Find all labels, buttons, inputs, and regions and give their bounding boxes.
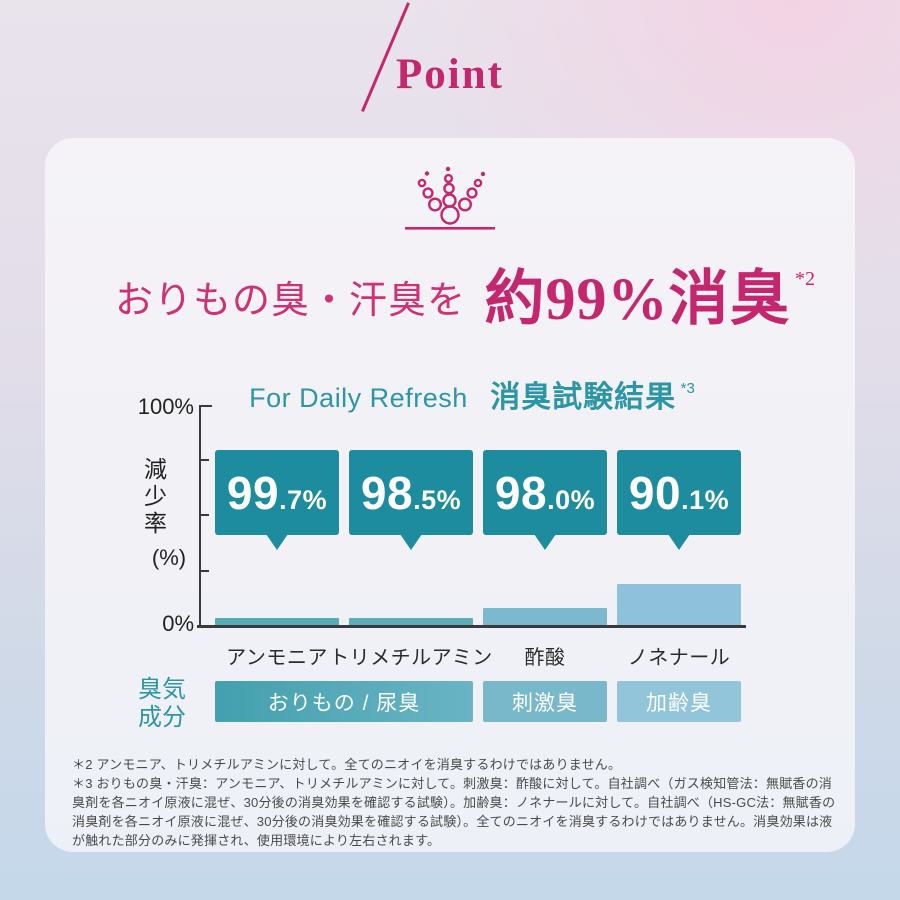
bar-trimethylamine — [349, 618, 473, 625]
footnote-3: ＊3 おりもの臭・汗臭：アンモニア、トリメチルアミンに対して。刺激臭：酢酸に対し… — [72, 776, 836, 849]
y-axis-title-text: 減少率 — [140, 457, 167, 538]
callout-tail — [400, 534, 422, 550]
odor-group-discharge-urine: おりもの / 尿臭 — [215, 681, 473, 722]
y-axis-title-unit: (%) — [151, 545, 187, 570]
odor-group-label: 刺激臭 — [512, 691, 578, 715]
callout-tail — [534, 534, 556, 550]
x-label-ammonia: アンモニア — [226, 647, 328, 669]
callout-value-frac: .7% — [279, 484, 328, 515]
odor-components-label: 臭気 成分 — [120, 676, 204, 733]
y-axis-title: 減少率 (%) — [138, 457, 200, 572]
odor-group-label: おりもの / 尿臭 — [267, 691, 421, 715]
callout-value-int: 90 — [628, 466, 682, 519]
bar-ammonia — [215, 618, 339, 625]
headline-prefix: おりもの臭・汗臭を — [115, 280, 467, 322]
callout-acetic-acid: 98.0% — [483, 450, 607, 535]
callout-value-int: 98 — [360, 466, 414, 519]
callout-tail — [266, 534, 288, 550]
chart-title: For Daily Refresh 消臭試験結果 *3 — [67, 372, 877, 416]
callout-value-int: 99 — [226, 466, 280, 519]
headline: おりもの臭・汗臭を 約99%消臭 *2 — [60, 250, 870, 337]
y-tick-50 — [199, 514, 209, 516]
y-tick-75 — [199, 459, 209, 461]
footnotes: ＊2 アンモニア、トリメチルアミンに対して。全てのニオイを消臭するわけではありま… — [72, 755, 844, 851]
callout-nonenal: 90.1% — [617, 450, 741, 535]
callout-value: 98.0% — [495, 466, 595, 520]
bar-acetic-acid — [483, 608, 607, 625]
headline-highlight: 約99%消臭 — [484, 266, 791, 332]
y-tick-25 — [199, 570, 209, 572]
y-axis-min-label: 0% — [162, 611, 194, 636]
footnote-2: ＊2 アンモニア、トリメチルアミンに対して。全てのニオイを消臭するわけではありま… — [72, 757, 622, 772]
callout-value: 90.1% — [629, 466, 729, 520]
bar-nonenal — [617, 584, 741, 625]
splash-bubbles-icon — [405, 166, 495, 230]
y-axis-max-label: 100% — [137, 394, 194, 419]
callout-value-frac: .5% — [413, 484, 462, 515]
callout-value-frac: .1% — [681, 484, 730, 515]
callout-tail — [668, 534, 690, 550]
callout-value: 99.7% — [227, 466, 327, 520]
y-axis-line — [199, 405, 201, 627]
x-label-nonenal: ノネナール — [627, 647, 731, 669]
callout-value-frac: .0% — [547, 484, 596, 515]
callout-ammonia: 99.7% — [215, 450, 339, 535]
callout-value: 98.5% — [361, 466, 461, 520]
callout-trimethylamine: 98.5% — [349, 450, 473, 535]
callout-value-int: 98 — [494, 466, 548, 519]
chart-title-ja: 消臭試験結果 — [490, 381, 677, 414]
odor-components-label-line1: 臭気 — [138, 676, 186, 703]
odor-group-irritant: 刺激臭 — [483, 681, 607, 722]
odor-group-label: 加齢臭 — [646, 691, 712, 715]
x-label-trimethylamine: トリメチルアミン — [329, 647, 493, 669]
y-tick-100 — [199, 405, 212, 407]
odor-group-aging: 加齢臭 — [617, 681, 741, 722]
x-label-acetic-acid: 酢酸 — [524, 647, 566, 669]
x-axis-line — [197, 625, 746, 628]
chart-title-en: For Daily Refresh — [249, 383, 468, 413]
headline-note-ref: *2 — [794, 268, 815, 290]
point-label: Point — [396, 51, 504, 98]
odor-components-label-line2: 成分 — [138, 704, 186, 732]
chart-title-note-ref: *3 — [680, 380, 695, 397]
